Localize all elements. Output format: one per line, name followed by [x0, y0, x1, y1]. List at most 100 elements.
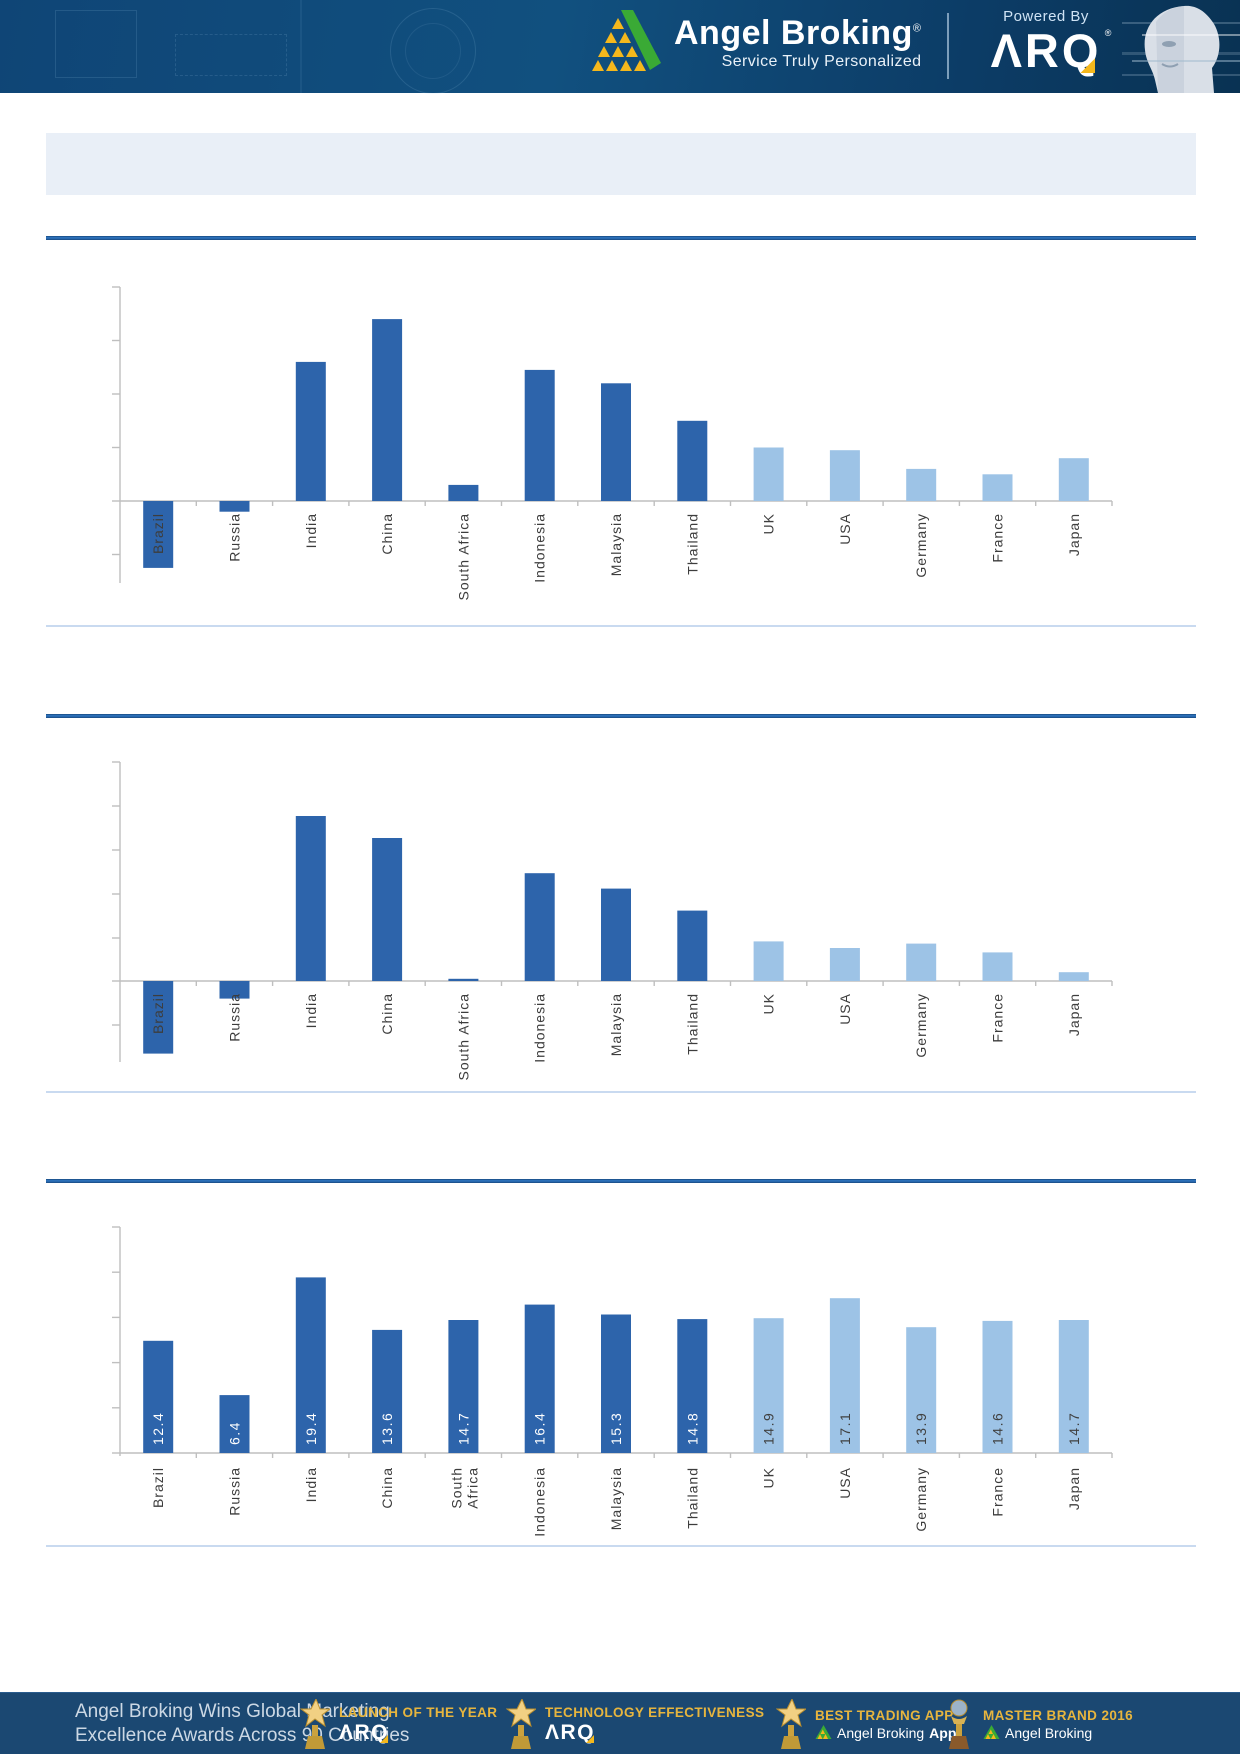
award-technology-effectiveness: TECHNOLOGY EFFECTIVENESS ΛRQ	[506, 1699, 764, 1749]
bar-UK	[753, 1318, 784, 1453]
bar-Malaysia	[601, 383, 631, 501]
globe-trophy-icon	[949, 1699, 969, 1749]
bar-UK	[753, 941, 784, 981]
bar-India	[295, 361, 326, 501]
angel-broking-mini-logo: Angel Broking	[983, 1725, 1133, 1741]
registered-mark: ®	[1104, 28, 1112, 38]
chart-label: Japan	[1066, 1467, 1082, 1510]
bar-Malaysia	[601, 1314, 631, 1453]
award-launch-of-the-year: LAUNCH OF THE YEAR ΛRQ	[300, 1699, 497, 1749]
bar-Germany	[906, 1327, 937, 1453]
bar-Brazil	[143, 1340, 174, 1453]
chart-label: Thailand	[684, 1467, 700, 1529]
circle-decoration	[390, 8, 476, 94]
bar-UK	[753, 447, 784, 501]
chart-label: India	[303, 513, 319, 548]
chart-label: South Africa	[455, 513, 471, 601]
star-trophy-icon	[776, 1699, 806, 1749]
chart-label: South Africa	[455, 993, 471, 1081]
chart-label: China	[379, 513, 395, 555]
chart-label: France	[990, 1467, 1006, 1517]
award-sub-text: Angel Broking	[1005, 1724, 1093, 1741]
chart-3: Brazil 12.4 Russia 6.4 India 19.4 China 13.6 Sou…	[112, 1226, 1113, 1537]
chart-label: USA	[837, 993, 853, 1025]
chart-label: 15.3	[608, 1412, 624, 1445]
bar-South-Africa	[448, 1320, 479, 1453]
arq-logo: ΛRQ ®	[990, 24, 1112, 77]
header: Angel Broking® Service Truly Personalize…	[0, 0, 1240, 94]
powered-by-label: Powered By	[1003, 8, 1089, 25]
angel-broking-pyramid-mini-icon	[983, 1725, 1000, 1739]
bar-France	[982, 474, 1013, 502]
chart-label: 14.7	[1066, 1412, 1082, 1445]
award-best-trading-app: BEST TRADING APP Angel Broking App	[776, 1699, 956, 1749]
chart-label: 16.4	[532, 1412, 548, 1445]
chart-label: Malaysia	[608, 1467, 624, 1530]
angel-broking-pyramid-mini-icon	[815, 1725, 832, 1739]
chart-label: Germany	[913, 513, 929, 578]
brand-name: Angel Broking®	[674, 13, 921, 52]
bar-Germany	[906, 468, 937, 501]
award-title: TECHNOLOGY EFFECTIVENESS	[545, 1705, 765, 1720]
chart-label: Japan	[1066, 513, 1082, 556]
chart-label: Brazil	[150, 1467, 166, 1508]
chart-label: Brazil	[150, 993, 166, 1034]
bar-India	[295, 1277, 326, 1453]
star-trophy-icon	[506, 1699, 536, 1749]
arq-triangle-icon	[380, 1735, 389, 1743]
chart-label: Indonesia	[532, 993, 548, 1063]
chart-label: 12.4	[150, 1412, 166, 1445]
circuit-decoration	[175, 34, 287, 76]
chart-label: 14.9	[761, 1412, 777, 1445]
chart-label: USA	[837, 1467, 853, 1499]
footer: Angel Broking Wins Global Marketing Exce…	[0, 1692, 1240, 1754]
brand-tagline: Service Truly Personalized	[721, 53, 922, 71]
section-2-title-rule	[46, 714, 1196, 718]
chart-label: 14.7	[455, 1412, 471, 1445]
line-decoration	[300, 0, 302, 93]
brand-name-text: Angel Broking	[674, 13, 913, 52]
arq-triangle-icon	[586, 1735, 595, 1743]
bar-USA	[829, 450, 860, 501]
bar-USA	[829, 948, 860, 981]
chart-label: China	[379, 993, 395, 1035]
bar-Malaysia	[601, 888, 631, 981]
brand-text: Angel Broking® Service Truly Personalize…	[674, 13, 922, 71]
bar-Indonesia	[524, 369, 555, 501]
arq-logo-block: Powered By ΛRQ ®	[962, 8, 1130, 74]
chart-label: 13.9	[913, 1412, 929, 1445]
bar-Russia	[219, 501, 250, 512]
chart-label: Indonesia	[532, 513, 548, 583]
bar-Japan	[1058, 1320, 1089, 1453]
award-master-brand-2016: MASTER BRAND 2016 Angel Broking	[944, 1699, 1133, 1749]
bar-USA	[829, 1298, 860, 1453]
chart-label: Russia	[227, 1467, 243, 1516]
section-2-bottom-rule	[46, 1091, 1196, 1093]
chart-label: 13.6	[379, 1412, 395, 1445]
section-3-title-rule	[46, 1179, 1196, 1183]
arq-logo-text: ΛRQ	[990, 24, 1102, 77]
chart-label: India	[303, 1467, 319, 1502]
chart-label: 19.4	[303, 1412, 319, 1445]
bar-Thailand	[677, 420, 708, 502]
bar-Thailand	[677, 910, 708, 981]
bar-Brazil	[143, 501, 174, 568]
chart-label: Africa	[464, 1467, 480, 1509]
chart-label: Thailand	[684, 513, 700, 575]
arq-mini-logo: ΛRQ	[339, 1722, 389, 1743]
section-1-bottom-rule	[46, 625, 1196, 627]
chart-label: 17.1	[837, 1412, 853, 1445]
bar-Germany	[906, 943, 937, 981]
chart-label: Malaysia	[608, 993, 624, 1056]
bar-Japan	[1058, 458, 1089, 501]
bar-France	[982, 952, 1013, 981]
bar-Thailand	[677, 1319, 708, 1453]
chart-label: Japan	[1066, 993, 1082, 1036]
section-3-bottom-rule	[46, 1545, 1196, 1547]
award-title: BEST TRADING APP	[815, 1707, 954, 1723]
arq-mini-text: ΛRQ	[339, 1721, 390, 1744]
header-divider	[947, 13, 949, 79]
chart-label: 14.6	[990, 1412, 1006, 1445]
